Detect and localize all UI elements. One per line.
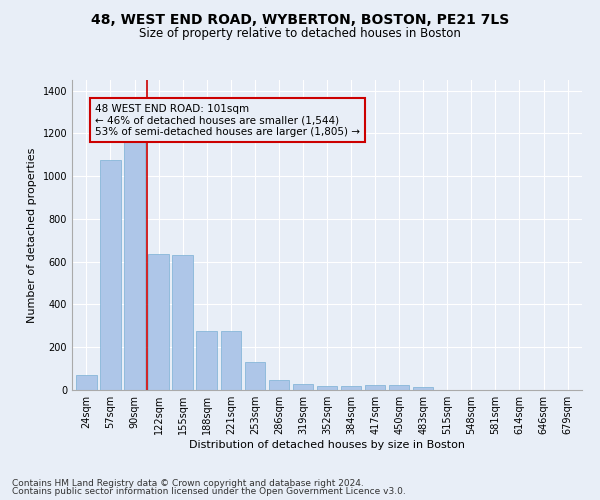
Bar: [196, 331, 217, 390]
Text: Contains public sector information licensed under the Open Government Licence v3: Contains public sector information licen…: [12, 488, 406, 496]
Bar: [100, 160, 121, 390]
Text: Contains HM Land Registry data © Crown copyright and database right 2024.: Contains HM Land Registry data © Crown c…: [12, 478, 364, 488]
Bar: [317, 386, 337, 390]
Text: 48, WEST END ROAD, WYBERTON, BOSTON, PE21 7LS: 48, WEST END ROAD, WYBERTON, BOSTON, PE2…: [91, 12, 509, 26]
X-axis label: Distribution of detached houses by size in Boston: Distribution of detached houses by size …: [189, 440, 465, 450]
Bar: [221, 331, 241, 390]
Bar: [245, 362, 265, 390]
Bar: [389, 386, 409, 390]
Bar: [148, 254, 169, 390]
Bar: [172, 256, 193, 390]
Bar: [413, 388, 433, 390]
Text: Size of property relative to detached houses in Boston: Size of property relative to detached ho…: [139, 28, 461, 40]
Bar: [269, 380, 289, 390]
Bar: [76, 376, 97, 390]
Text: 48 WEST END ROAD: 101sqm
← 46% of detached houses are smaller (1,544)
53% of sem: 48 WEST END ROAD: 101sqm ← 46% of detach…: [95, 104, 360, 136]
Bar: [365, 386, 385, 390]
Bar: [293, 384, 313, 390]
Bar: [341, 386, 361, 390]
Bar: [124, 142, 145, 390]
Y-axis label: Number of detached properties: Number of detached properties: [27, 148, 37, 322]
